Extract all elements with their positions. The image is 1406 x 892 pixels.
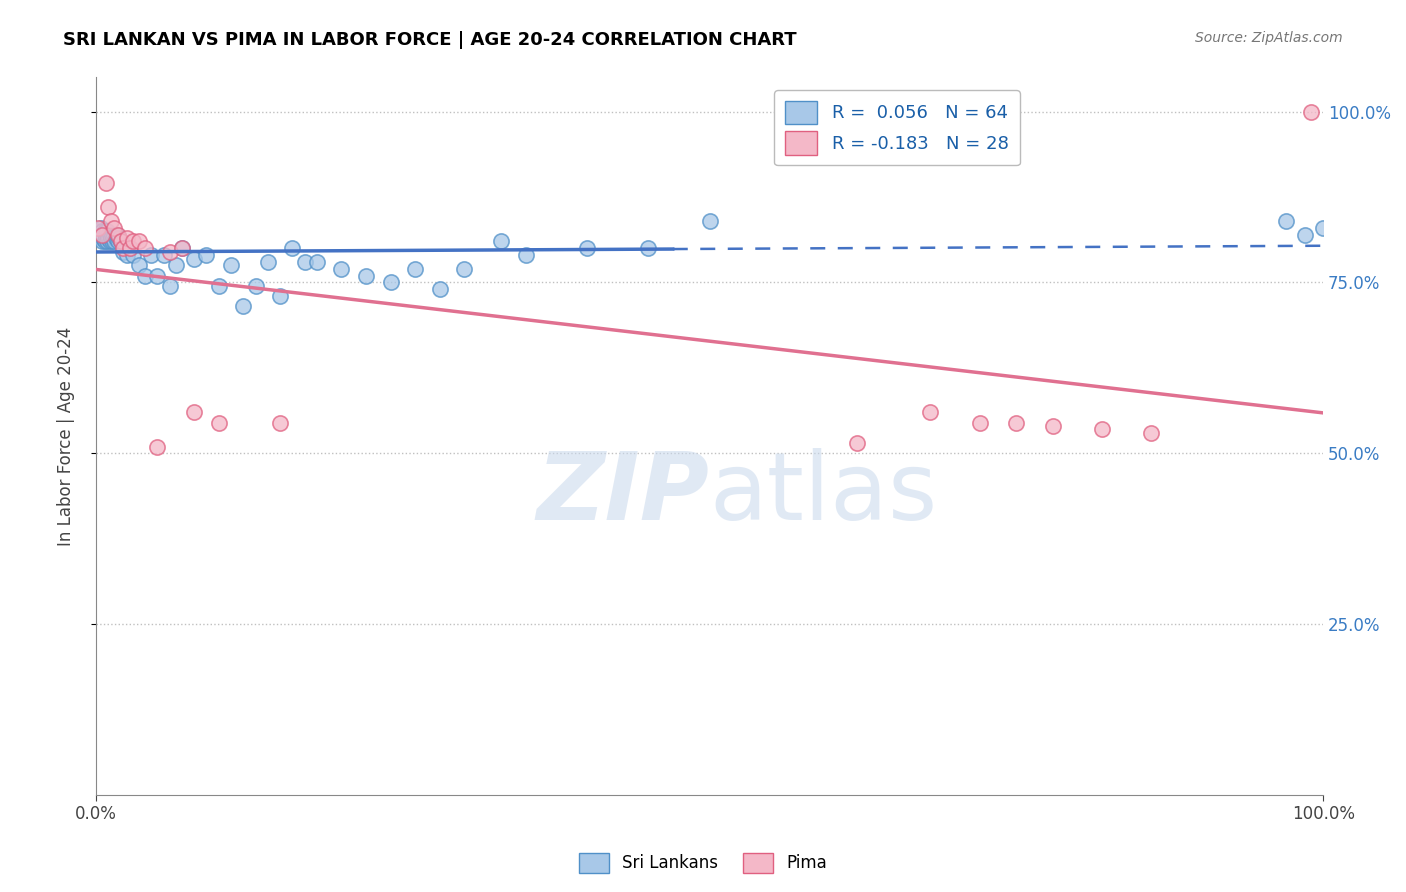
Point bbox=[111, 244, 134, 259]
Point bbox=[103, 235, 125, 249]
Point bbox=[294, 255, 316, 269]
Text: Source: ZipAtlas.com: Source: ZipAtlas.com bbox=[1195, 31, 1343, 45]
Point bbox=[107, 235, 129, 249]
Point bbox=[232, 299, 254, 313]
Point bbox=[91, 235, 114, 249]
Point bbox=[134, 241, 156, 255]
Point bbox=[91, 227, 114, 242]
Point bbox=[104, 231, 127, 245]
Point bbox=[128, 259, 150, 273]
Y-axis label: In Labor Force | Age 20-24: In Labor Force | Age 20-24 bbox=[58, 326, 75, 546]
Point bbox=[637, 241, 659, 255]
Point bbox=[845, 436, 868, 450]
Point bbox=[1312, 220, 1334, 235]
Point bbox=[97, 227, 120, 242]
Point bbox=[489, 235, 512, 249]
Point bbox=[969, 416, 991, 430]
Point bbox=[91, 224, 114, 238]
Point bbox=[159, 244, 181, 259]
Point bbox=[93, 235, 115, 249]
Point bbox=[1140, 425, 1163, 440]
Point bbox=[90, 220, 112, 235]
Legend: Sri Lankans, Pima: Sri Lankans, Pima bbox=[572, 847, 834, 880]
Point bbox=[87, 224, 110, 238]
Point bbox=[281, 241, 304, 255]
Point bbox=[107, 227, 129, 242]
Point bbox=[90, 231, 112, 245]
Point bbox=[89, 227, 111, 242]
Point bbox=[195, 248, 218, 262]
Point bbox=[93, 227, 115, 242]
Point bbox=[121, 235, 143, 249]
Point bbox=[920, 405, 942, 419]
Point bbox=[575, 241, 598, 255]
Point bbox=[98, 235, 121, 249]
Point bbox=[453, 261, 475, 276]
Point bbox=[354, 268, 377, 283]
Point bbox=[93, 231, 115, 245]
Point bbox=[699, 214, 721, 228]
Point bbox=[1275, 214, 1298, 228]
Point bbox=[305, 255, 328, 269]
Text: atlas: atlas bbox=[710, 448, 938, 540]
Point bbox=[208, 279, 231, 293]
Point bbox=[159, 279, 181, 293]
Point bbox=[100, 231, 122, 245]
Point bbox=[1005, 416, 1028, 430]
Point bbox=[1091, 422, 1114, 436]
Point bbox=[100, 214, 122, 228]
Point bbox=[94, 227, 117, 242]
Point bbox=[98, 227, 121, 242]
Point bbox=[97, 200, 120, 214]
Point bbox=[141, 248, 163, 262]
Point bbox=[94, 177, 117, 191]
Point bbox=[108, 231, 131, 245]
Point bbox=[269, 289, 291, 303]
Point bbox=[97, 231, 120, 245]
Point bbox=[404, 261, 426, 276]
Point bbox=[170, 241, 193, 255]
Point bbox=[152, 248, 174, 262]
Point bbox=[146, 268, 169, 283]
Point bbox=[380, 276, 402, 290]
Point bbox=[1299, 104, 1322, 119]
Point bbox=[87, 220, 110, 235]
Point bbox=[115, 231, 138, 245]
Point bbox=[101, 235, 124, 249]
Point bbox=[96, 235, 118, 249]
Point bbox=[110, 235, 132, 249]
Point bbox=[515, 248, 537, 262]
Point bbox=[183, 252, 205, 266]
Point bbox=[120, 241, 142, 255]
Point bbox=[96, 224, 118, 238]
Point bbox=[1042, 419, 1064, 434]
Point bbox=[208, 416, 231, 430]
Point bbox=[120, 241, 142, 255]
Point bbox=[105, 227, 128, 242]
Point bbox=[103, 220, 125, 235]
Point bbox=[115, 248, 138, 262]
Point bbox=[429, 282, 451, 296]
Point bbox=[111, 241, 134, 255]
Point bbox=[269, 416, 291, 430]
Text: ZIP: ZIP bbox=[537, 448, 710, 540]
Point bbox=[128, 235, 150, 249]
Point bbox=[170, 241, 193, 255]
Point bbox=[146, 440, 169, 454]
Point bbox=[103, 231, 125, 245]
Point bbox=[1294, 227, 1316, 242]
Legend: R =  0.056   N = 64, R = -0.183   N = 28: R = 0.056 N = 64, R = -0.183 N = 28 bbox=[775, 90, 1019, 165]
Point bbox=[93, 224, 115, 238]
Point bbox=[94, 231, 117, 245]
Point bbox=[183, 405, 205, 419]
Point bbox=[134, 268, 156, 283]
Point bbox=[110, 235, 132, 249]
Point bbox=[245, 279, 267, 293]
Point bbox=[165, 259, 187, 273]
Point bbox=[330, 261, 353, 276]
Point bbox=[256, 255, 278, 269]
Point bbox=[219, 259, 242, 273]
Point bbox=[121, 248, 143, 262]
Text: SRI LANKAN VS PIMA IN LABOR FORCE | AGE 20-24 CORRELATION CHART: SRI LANKAN VS PIMA IN LABOR FORCE | AGE … bbox=[63, 31, 797, 49]
